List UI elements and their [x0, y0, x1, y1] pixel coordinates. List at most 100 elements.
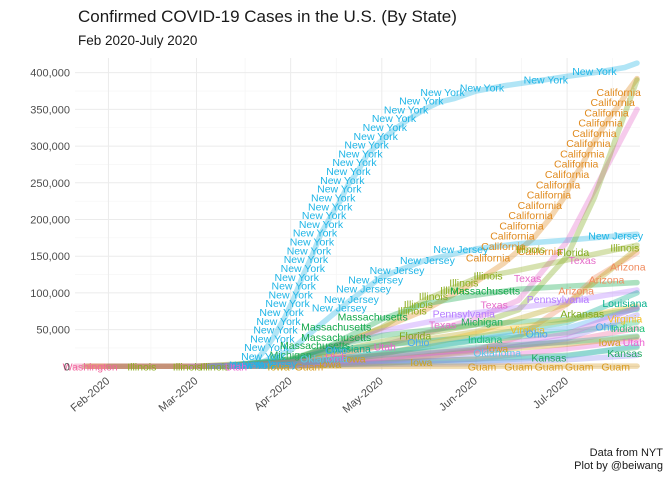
series-label-california: California: [591, 97, 636, 109]
series-label-massachusetts: Massachusetts: [301, 322, 371, 334]
series-label-california: California: [466, 253, 511, 265]
series-label-new-york: New York: [275, 272, 320, 284]
series-line-arizona: [87, 249, 640, 370]
series-label-pennsylvania: Pennsylvania: [527, 294, 590, 306]
y-tick-label: 350,000: [30, 104, 70, 116]
series-label-new-york: New York: [326, 166, 371, 178]
series-label-new-york: New York: [384, 104, 429, 116]
series-line-texas: [205, 106, 640, 370]
series-label-guam: Guam: [295, 361, 324, 373]
series-line-pennsylvania: [205, 287, 640, 370]
series-label-california: California: [518, 246, 563, 258]
series-label-louisiana: Louisiana: [326, 344, 371, 356]
series-label-illinois: Illinois: [449, 278, 478, 290]
series-line-massachusetts: [105, 279, 640, 370]
y-tick-label: 150,000: [30, 251, 70, 263]
y-tick-label: 400,000: [30, 68, 70, 80]
series-label-california: California: [545, 169, 590, 181]
x-tick-label: Apr-2020: [252, 375, 294, 413]
series-line-michigan: [221, 306, 640, 370]
series-label-california: California: [554, 159, 599, 171]
series-label-new-york: New York: [269, 289, 314, 301]
series-line-virginia: [211, 303, 640, 370]
series-label-california: California: [499, 220, 544, 232]
series-line-oregon: [187, 352, 640, 370]
series-label-illinois: Illinois: [419, 291, 448, 303]
series-label-new-york: New York: [244, 342, 289, 354]
series-label-michigan: Michigan: [461, 317, 503, 329]
series-label-florida: Florida: [557, 247, 589, 259]
series-label-massachusetts: Massachusetts: [280, 340, 350, 352]
caption-author: Plot by @beiwang: [574, 460, 663, 472]
series-line-alabama: [230, 312, 640, 370]
series-label-utah: Utah: [225, 361, 247, 373]
series-label-utah: Utah: [623, 337, 645, 349]
series-label-arizona: Arizona: [558, 286, 594, 298]
series-label-arkansas: Arkansas: [560, 309, 604, 321]
y-tick-label: 200,000: [30, 215, 70, 227]
y-tick-label: 100,000: [30, 288, 70, 300]
series-line-illinois: [81, 242, 640, 370]
series-label-michigan: Michigan: [270, 350, 312, 362]
series-label-virginia: Virginia: [607, 314, 642, 326]
series-label-california: California: [578, 118, 623, 130]
y-tick-label: 50,000: [36, 325, 70, 337]
series-label-oklahoma: Oklahoma: [300, 353, 348, 365]
y-tick-label: 300,000: [30, 141, 70, 153]
series-label-new-york: New York: [344, 140, 389, 152]
series-label-new-york: New York: [320, 175, 365, 187]
chart-title: Confirmed COVID-19 Cases in the U.S. (By…: [78, 7, 457, 26]
series-label-arizona: Arizona: [589, 275, 625, 287]
series-lines: [72, 60, 640, 370]
series-label-california: California: [597, 87, 642, 99]
series-label-indiana: Indiana: [468, 334, 503, 346]
series-label-illinois: Illinois: [127, 361, 156, 373]
series-label-illinois: Illinois: [173, 361, 202, 373]
x-tick-label: May-2020: [341, 375, 386, 416]
series-label-new-york: New York: [302, 210, 347, 222]
series-label-new-york: New York: [572, 66, 617, 78]
series-label-texas: Texas: [429, 320, 456, 332]
series-label-florida: Florida: [399, 331, 431, 343]
series-label-utah: Utah: [374, 342, 396, 354]
series-label-guam: Guam: [565, 361, 594, 373]
series-label-massachusetts: Massachusetts: [301, 332, 371, 344]
series-line-indiana: [208, 319, 640, 370]
series-label-new-york: New York: [332, 157, 377, 169]
series-label-new-york: New York: [232, 360, 277, 372]
series-label-iowa: Iowa: [343, 353, 365, 365]
series-label-new-york: New York: [272, 281, 317, 293]
series-label-new-york: New York: [308, 201, 353, 213]
series-line-washington: [72, 325, 640, 370]
series-label-iowa: Iowa: [599, 337, 621, 349]
series-label-illinois: Illinois: [474, 270, 503, 282]
series-label-iowa: Iowa: [267, 361, 289, 373]
series-line-ohio: [218, 305, 640, 370]
series-label-new-york: New York: [399, 96, 444, 108]
series-label-california: California: [584, 107, 629, 119]
series-label-new-york: New York: [287, 245, 332, 257]
x-tick-label: Mar-2020: [157, 375, 201, 414]
series-label-new-york: New York: [338, 148, 383, 160]
series-line-iowa: [215, 334, 640, 370]
series-label-guam: Guam: [504, 361, 533, 373]
series-label-utah: Utah: [325, 352, 347, 364]
series-label-california: California: [481, 241, 526, 253]
series-label-california: California: [560, 148, 605, 160]
series-label-illinois: Illinois: [398, 306, 427, 318]
series-label-new-jersey: New Jersey: [370, 265, 426, 277]
series-line-georgia: [193, 246, 640, 370]
series-label-new-york: New York: [250, 333, 295, 345]
series-label-illinois: Illinois: [610, 242, 639, 254]
series-label-iowa: Iowa: [410, 357, 432, 369]
series-label-oklahoma: Oklahoma: [473, 347, 521, 359]
series-label-new-york: New York: [354, 131, 399, 143]
series-label-iowa: Iowa: [486, 344, 508, 356]
series-label-new-york: New York: [372, 113, 417, 125]
series-label-new-york: New York: [311, 193, 356, 205]
series-line-new-york: [193, 60, 640, 370]
series-label-new-york: New York: [256, 316, 301, 328]
x-tick-label: Feb-2020: [69, 375, 113, 414]
series-label-ohio: Ohio: [526, 328, 548, 340]
